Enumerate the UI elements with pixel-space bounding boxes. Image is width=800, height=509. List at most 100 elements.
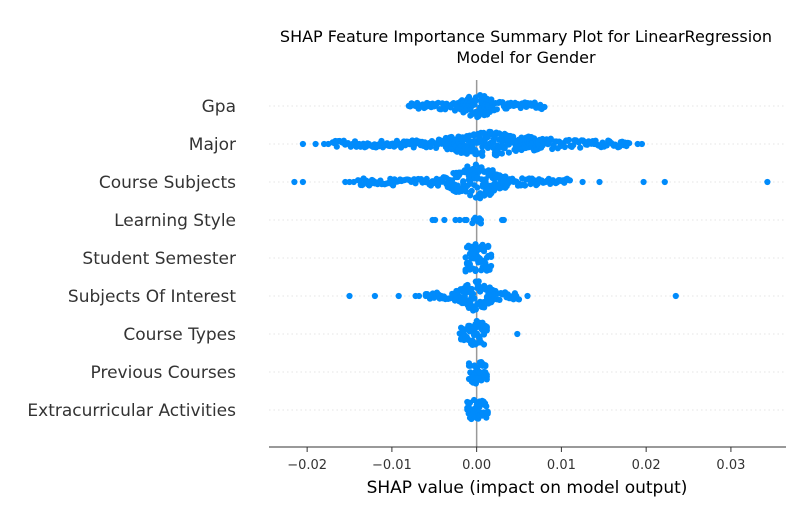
shap-point [570,142,577,149]
shap-point [485,243,492,250]
shap-point [566,177,574,184]
feature-label: Major [189,135,236,155]
shap-point [451,107,459,114]
feature-label: Course Types [123,325,236,345]
x-tick-label: 0.00 [462,458,491,473]
shap-point [596,178,603,186]
feature-points-row [464,396,491,423]
feature-label: Subjects Of Interest [68,287,236,307]
shap-points [291,92,771,423]
shap-point [640,178,647,186]
shap-point [472,267,479,275]
shap-point [462,254,469,261]
shap-point [626,140,633,147]
chart-title: SHAP Feature Importance Summary Plot for… [280,27,772,67]
feature-points-row [429,214,507,227]
shap-point [515,296,523,303]
shap-point [462,188,470,195]
x-axis-label: SHAP value (impact on model output) [367,478,688,498]
feature-points-row [291,161,771,202]
shap-point [505,149,512,156]
chart-title-line-1: SHAP Feature Importance Summary Plot for… [280,27,772,46]
x-tick-label: 0.02 [632,458,661,473]
shap-point [350,178,357,186]
shap-point [490,139,497,146]
shap-point [432,216,439,224]
shap-point [312,140,319,148]
shap-point [359,182,366,189]
shap-point [496,296,503,303]
shap-point [521,182,529,189]
x-tick-label: 0.03 [716,458,745,473]
feature-points-row [462,241,495,275]
shap-point [299,140,306,148]
feature-points-row [465,359,490,387]
x-tick-label: −0.02 [287,458,327,473]
feature-label: Student Semester [82,249,236,269]
shap-point [472,97,479,104]
shap-point [493,106,500,113]
shap-point [541,103,548,111]
feature-points-row [299,128,646,159]
shap-point [483,403,490,410]
shap-point [475,278,482,285]
shap-point [561,143,568,151]
shap-point [468,187,475,194]
shap-point [472,306,479,313]
shap-point [638,140,646,148]
shap-point [333,143,340,150]
shap-point [346,178,353,186]
feature-points-row [456,317,521,348]
shap-point [579,178,586,186]
feature-label: Previous Courses [91,363,237,383]
shap-point [474,184,481,191]
shap-point [471,396,478,404]
x-tick-label: −0.01 [372,458,412,473]
shap-point [422,292,429,300]
shap-point [456,216,463,224]
feature-row-guides [269,105,786,411]
shap-point [484,409,491,416]
shap-point [488,262,495,270]
shap-point [524,292,531,300]
feature-points-row [346,278,679,314]
shap-point [483,376,490,383]
x-axis-ticks: −0.02 −0.01 0.00 0.01 0.02 0.03 [287,447,745,473]
feature-label: Learning Style [114,211,236,231]
shap-point [477,216,484,224]
shap-point [465,93,473,100]
shap-point [468,285,475,293]
shap-point [415,292,423,300]
feature-label: Extracurricular Activities [27,401,236,421]
shap-point [672,292,679,300]
shap-point [481,304,488,311]
shap-point [395,292,402,300]
chart-title-line-2: Model for Gender [456,48,596,67]
shap-point [483,327,490,334]
shap-point [463,216,470,224]
feature-label: Course Subjects [99,173,236,193]
x-tick-label: 0.01 [547,458,576,473]
shap-point [661,178,668,186]
shap-point [471,295,478,302]
shap-point [299,178,306,186]
shap-point [500,216,507,224]
shap-point [514,330,521,338]
shap-point [371,292,378,300]
shap-point [498,150,505,157]
feature-points-row [405,92,548,121]
shap-point [441,216,448,224]
shap-point [491,187,498,194]
shap-point [565,136,573,144]
shap-point [577,144,584,151]
shap-point [325,140,332,148]
shap-point [483,371,490,378]
shap-point [480,341,488,348]
shap-point [346,292,353,300]
shap-point [482,363,489,370]
feature-label: Gpa [202,97,236,117]
shap-point [479,148,486,155]
feature-labels: Gpa Major Course Subjects Learning Style Stu… [27,97,236,421]
shap-point [291,178,298,186]
